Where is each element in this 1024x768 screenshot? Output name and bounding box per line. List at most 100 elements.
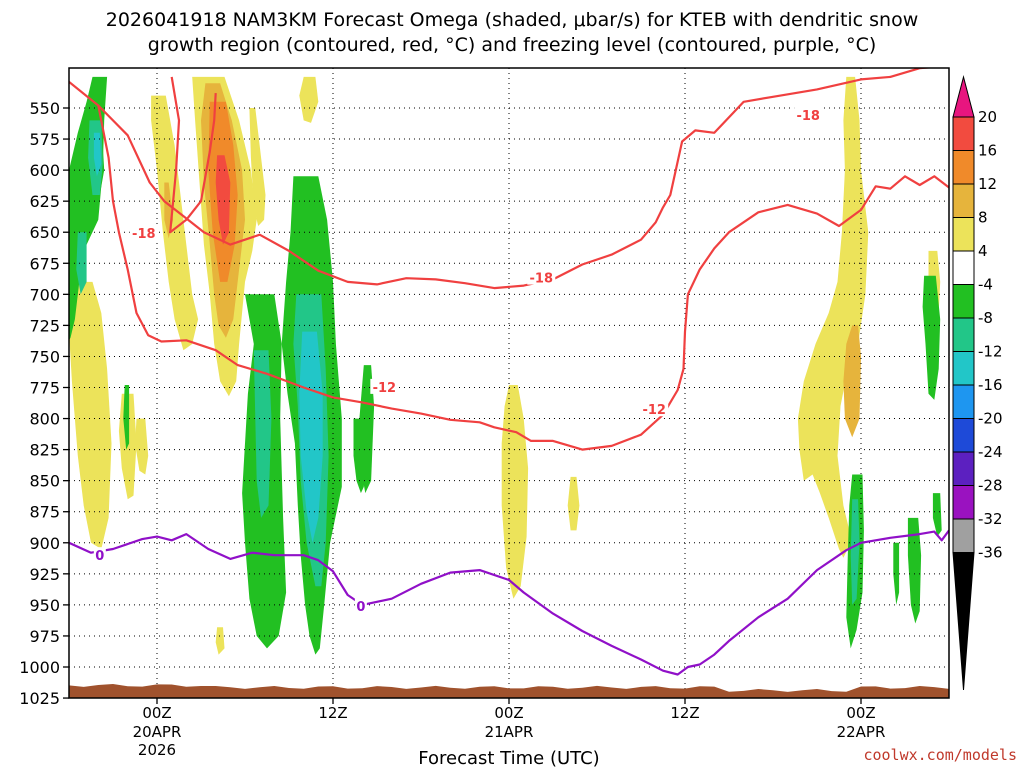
y-tick-label-950: 950 — [29, 596, 60, 615]
x-tick-label-0: 00Z — [142, 704, 171, 722]
y-tick-label-775: 775 — [29, 379, 60, 398]
omega-region-neg8-3 — [850, 499, 860, 605]
colorbar-bottom-arrow — [952, 552, 975, 691]
omega-region-4-5 — [118, 393, 137, 500]
colorbar-label-0: 20 — [978, 108, 997, 126]
contour-label-bg-4 — [794, 106, 823, 122]
colorbar-label-7: -12 — [978, 343, 1003, 361]
colorbar-swatch-5 — [952, 250, 975, 285]
y-tick-label-900: 900 — [29, 534, 60, 553]
colorbar-label-3: 8 — [978, 209, 988, 227]
contour-label-bg-6 — [354, 598, 367, 614]
colorbar-swatch-12 — [952, 485, 975, 520]
colorbar-swatch-6 — [952, 284, 975, 319]
contour-label-0: -18 — [132, 227, 156, 242]
omega-region-neg8-4 — [76, 232, 87, 295]
omega-region-neg4-6 — [123, 385, 130, 450]
contour-label-bg-0 — [129, 224, 158, 240]
contour-label-1: -12 — [373, 381, 397, 396]
y-tick-label-750: 750 — [29, 347, 60, 366]
y-tick-label-825: 825 — [29, 441, 60, 460]
colorbar-label-13: -36 — [978, 544, 1003, 562]
y-tick-label-600: 600 — [29, 161, 60, 180]
colorbar-swatch-4 — [952, 217, 975, 252]
x-tick-label-4: 00Z — [846, 704, 875, 722]
y-tick-label-550: 550 — [29, 99, 60, 118]
omega-region-neg4-5 — [359, 365, 375, 494]
colorbar-label-8: -16 — [978, 376, 1003, 394]
y-tick-label-1000: 1000 — [19, 658, 60, 677]
x-tick-label-3: 12Z — [670, 704, 699, 722]
contour-label-bg-5 — [93, 547, 106, 563]
x-tick-year-0: 2026 — [138, 741, 176, 759]
omega-region-4-11 — [215, 627, 225, 655]
colorbar-label-1: 16 — [978, 142, 997, 160]
colorbar-swatch-8 — [952, 351, 975, 386]
colorbar: 20 16 12 8 4 -4 -8 -12 -16 -20 -24 -28 -32 -36 — [952, 75, 1003, 691]
chart-title: 2026041918 NAM3KM Forecast Omega (shaded… — [106, 9, 919, 56]
site-credit: coolwx.com/models — [863, 746, 1017, 764]
colorbar-label-9: -20 — [978, 410, 1003, 428]
y-tick-label-650: 650 — [29, 223, 60, 242]
y-tick-label-575: 575 — [29, 130, 60, 149]
colorbar-swatch-7 — [952, 317, 975, 352]
y-axis: 550 575 600 625 650 675 700 725 750 775 800 825 850 8… — [19, 99, 69, 708]
omega-region-4-9 — [797, 76, 869, 558]
omega-region-4-0 — [151, 95, 199, 351]
y-tick-label-725: 725 — [29, 316, 60, 335]
colorbar-swatch-3 — [952, 183, 975, 218]
omega-region-neg4-11 — [932, 493, 942, 537]
y-tick-label-925: 925 — [29, 565, 60, 584]
x-tick-date-2: 21APR — [485, 723, 534, 741]
y-tick-label-875: 875 — [29, 503, 60, 522]
omega-region-4-3 — [299, 76, 319, 123]
chart-title-line-1: 2026041918 NAM3KM Forecast Omega (shaded… — [106, 9, 919, 31]
omega-region-neg4-8 — [893, 542, 900, 605]
contour-label-bg-1 — [370, 378, 399, 394]
x-tick-date-0: 20APR — [133, 723, 182, 741]
colorbar-swatch-10 — [952, 418, 975, 453]
x-tick-label-1: 12Z — [318, 704, 347, 722]
omega-shading — [69, 76, 942, 655]
y-tick-label-1025: 1025 — [19, 689, 60, 708]
omega-region-neg12-0 — [93, 132, 102, 177]
x-tick-label-2: 00Z — [494, 704, 523, 722]
omega-region-4-2 — [249, 108, 266, 226]
chart-title-line-2: growth region (contoured, red, °C) and f… — [148, 34, 877, 56]
omega-region-4-7 — [501, 385, 529, 599]
omega-region-4-6 — [135, 418, 149, 475]
contour-line-2 — [169, 76, 217, 234]
omega-region-4-4 — [69, 281, 112, 549]
omega-region-4-8 — [567, 476, 580, 531]
colorbar-label-10: -24 — [978, 443, 1003, 461]
colorbar-swatch-13 — [952, 518, 975, 553]
colorbar-label-2: 12 — [978, 175, 997, 193]
colorbar-label-11: -28 — [978, 477, 1003, 495]
grid-lines — [69, 68, 949, 699]
x-axis-title: Forecast Time (UTC) — [418, 748, 599, 768]
ground-surface — [69, 684, 949, 698]
y-tick-label-675: 675 — [29, 254, 60, 273]
y-tick-label-850: 850 — [29, 472, 60, 491]
contour-label-bg-3 — [640, 401, 669, 417]
y-tick-label-625: 625 — [29, 192, 60, 211]
omega-region-neg8-1 — [253, 350, 272, 518]
colorbar-swatch-1 — [952, 116, 975, 151]
contour-label-2: -18 — [530, 272, 554, 287]
y-tick-label-975: 975 — [29, 627, 60, 646]
y-tick-label-800: 800 — [29, 410, 60, 429]
colorbar-label-6: -8 — [978, 309, 993, 327]
contour-label-bg-2 — [527, 269, 556, 285]
y-tick-label-700: 700 — [29, 285, 60, 304]
colorbar-swatch-2 — [952, 150, 975, 185]
colorbar-swatch-9 — [952, 384, 975, 419]
colorbar-label-5: -4 — [978, 276, 993, 294]
contour-label-6: 0 — [356, 600, 365, 615]
contour-line-3 — [686, 175, 949, 295]
contour-label-3: -12 — [642, 403, 666, 418]
omega-region-neg12-1 — [299, 331, 323, 543]
contour-labels: -18 -12 -18 -12 -18 0 0 — [93, 106, 823, 615]
omega-region-8-1 — [843, 325, 861, 438]
